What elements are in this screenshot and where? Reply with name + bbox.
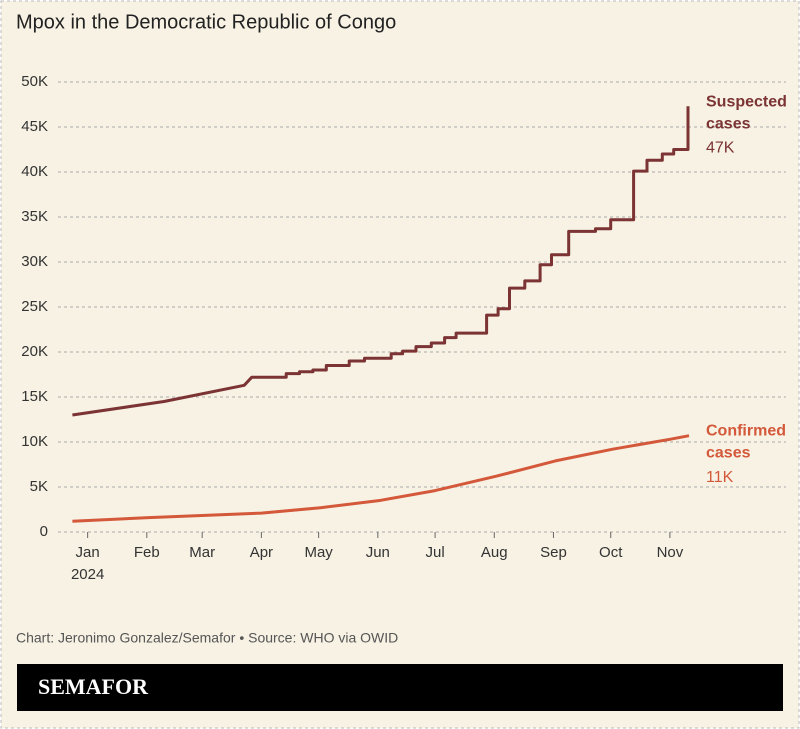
- x-tick-label: Mar: [189, 544, 215, 561]
- x-tick-label: Nov: [657, 544, 684, 561]
- x-tick-label: Jan: [76, 544, 100, 561]
- x-tick-label: Oct: [599, 544, 623, 561]
- x-tick-label: Aug: [481, 544, 508, 561]
- x-year-label: 2024: [71, 566, 104, 583]
- y-tick-label: 35K: [21, 208, 48, 225]
- y-tick-label: 5K: [30, 478, 48, 495]
- end-value-label: 47K: [706, 140, 735, 157]
- y-tick-label: 45K: [21, 118, 48, 135]
- y-tick-label: 0: [40, 523, 48, 540]
- x-tick-label: Feb: [134, 544, 160, 561]
- x-tick-label: Sep: [540, 544, 567, 561]
- y-tick-label: 40K: [21, 163, 48, 180]
- x-tick-label: Apr: [250, 544, 273, 561]
- brand: SEMAFOR: [38, 674, 149, 699]
- y-tick-label: 25K: [21, 298, 48, 315]
- y-tick-label: 20K: [21, 343, 48, 360]
- y-tick-label: 15K: [21, 388, 48, 405]
- x-tick-label: Jul: [425, 544, 444, 561]
- source: Chart: Jeronimo Gonzalez/Semafor • Sourc…: [16, 630, 398, 646]
- end-value-label: 11K: [706, 469, 734, 486]
- footer: [17, 664, 783, 711]
- y-tick-label: 10K: [21, 433, 48, 450]
- series-line: [72, 106, 690, 417]
- x-tick-label: May: [304, 544, 333, 561]
- legend-label: Confirmed cases: [706, 423, 786, 462]
- series-line: [72, 434, 690, 523]
- y-tick-label: 30K: [21, 253, 48, 270]
- legend-label: Suspected cases: [706, 94, 787, 133]
- y-tick-label: 50K: [21, 73, 48, 90]
- chart-title: Mpox in the Democratic Republic of Congo: [16, 11, 396, 33]
- x-tick-label: Jun: [366, 544, 390, 561]
